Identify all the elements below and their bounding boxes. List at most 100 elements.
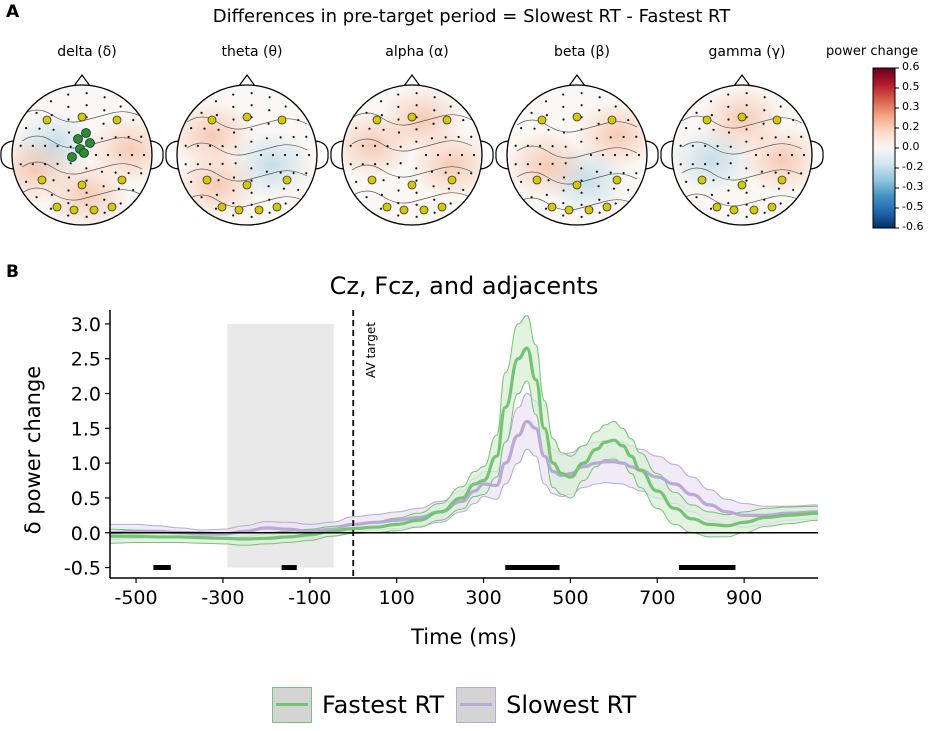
- roi-electrode: [447, 175, 457, 185]
- roi-electrode: [372, 115, 382, 125]
- electrode-dot: [433, 198, 436, 201]
- electrode-dot: [265, 170, 269, 173]
- electrode-dot: [597, 122, 600, 125]
- electrode-dot: [545, 113, 548, 117]
- roi-electrode: [77, 112, 87, 122]
- electrode-dot: [462, 118, 465, 122]
- electrode-dot: [215, 193, 218, 197]
- electrode-dot: [132, 188, 135, 192]
- roi-electrode: [272, 202, 282, 212]
- electrode-dot: [433, 211, 436, 214]
- y-tick-label: 2.0: [71, 384, 101, 406]
- electrode-dot: [140, 172, 143, 175]
- right-ear: [480, 140, 494, 170]
- electrode-dot: [386, 145, 389, 148]
- electrode-dot: [50, 193, 53, 197]
- electrode-dot: [612, 187, 616, 190]
- roi-electrode: [547, 202, 557, 212]
- x-tick-label: 100: [379, 587, 415, 609]
- electrode-dot: [268, 109, 271, 112]
- contour-line: [516, 145, 638, 159]
- roi-electrode: [242, 112, 252, 122]
- electrode-dot: [295, 153, 299, 157]
- electrode-dot: [763, 96, 766, 99]
- power-blob: [380, 86, 464, 154]
- topomap-alpha: [330, 73, 494, 226]
- nose: [568, 73, 586, 87]
- electrode-dot: [514, 163, 517, 166]
- electrode-dot: [598, 211, 601, 214]
- electrode-dot: [56, 162, 59, 165]
- electrode-dot: [271, 153, 275, 157]
- electrode-dot: [709, 100, 713, 103]
- electrode-dot: [203, 127, 206, 130]
- electrode-dot: [745, 128, 748, 131]
- legend-key-slowest: [456, 687, 497, 723]
- electrode-dot: [415, 191, 418, 194]
- electrode-dot: [598, 96, 601, 99]
- legend: Fastest RT Slowest RT: [272, 683, 648, 727]
- roi-electrode: [564, 205, 574, 215]
- roi-electrode: [207, 115, 217, 125]
- electrode-dot: [217, 128, 220, 131]
- head-outline: [341, 84, 483, 226]
- electrode-dot: [544, 207, 548, 210]
- electrode-dot: [94, 153, 98, 157]
- electrode-dot: [609, 136, 612, 139]
- electrode-dot: [595, 137, 599, 140]
- electrode-dot: [685, 126, 688, 130]
- roi-electrode: [277, 115, 287, 125]
- electrode-dot: [800, 172, 803, 175]
- electrode-dot: [727, 105, 730, 109]
- electrode-dot: [382, 128, 385, 131]
- roi-electrode: [712, 202, 722, 212]
- electrode-dot: [38, 127, 41, 130]
- roi-electrode: [532, 175, 542, 185]
- electrode-dot: [716, 162, 719, 165]
- colorbar-tick: 0.2: [902, 120, 920, 133]
- electrode-dot: [597, 185, 600, 188]
- electrode-dot: [119, 105, 122, 108]
- series-line-fastest: [110, 346, 819, 541]
- series-line-slowest: [109, 419, 819, 536]
- electrode-dot: [691, 144, 694, 147]
- left-ear: [165, 140, 179, 170]
- topomap-title-delta: delta (δ): [57, 44, 117, 60]
- electrode-dot: [67, 118, 70, 121]
- roi-electrode: [737, 180, 747, 190]
- electrode-dot: [35, 196, 38, 199]
- electrode-dot: [601, 153, 605, 157]
- electrode-dot: [374, 162, 377, 166]
- electrode-dot: [562, 189, 565, 192]
- power-blob: [507, 131, 589, 199]
- roi-electrode: [407, 180, 417, 190]
- electrode-dot: [727, 118, 730, 121]
- electrode-dot: [712, 128, 715, 131]
- electrode-dot: [127, 171, 130, 175]
- x-tick-label: 500: [552, 587, 588, 609]
- electrode-dot: [118, 153, 122, 157]
- electrode-dot: [279, 171, 282, 174]
- electrode-dot: [762, 185, 765, 188]
- electrode-dot: [589, 153, 593, 157]
- electrode-dot: [19, 144, 22, 147]
- roi-electrode: [572, 112, 582, 122]
- electrode-dot: [379, 100, 383, 103]
- electrode-dot: [232, 189, 235, 192]
- electrode-dot: [397, 201, 400, 205]
- electrode-dot: [234, 162, 237, 165]
- x-tick-label: 300: [465, 587, 501, 609]
- roi-electrode: [729, 205, 739, 215]
- electrode-dot: [184, 144, 187, 147]
- electrode-dot: [209, 144, 212, 148]
- ci-upper-slowest: [110, 393, 819, 531]
- electrode-dot: [449, 202, 452, 205]
- electrode-dot: [232, 105, 235, 109]
- electrode-dot: [397, 214, 400, 217]
- roi-electrode: [112, 115, 122, 125]
- electrode-dot: [774, 136, 777, 139]
- electrode-dot: [779, 202, 782, 205]
- significant-electrode: [67, 152, 77, 162]
- electrode-dot: [361, 144, 364, 147]
- electrode-dot: [232, 93, 235, 96]
